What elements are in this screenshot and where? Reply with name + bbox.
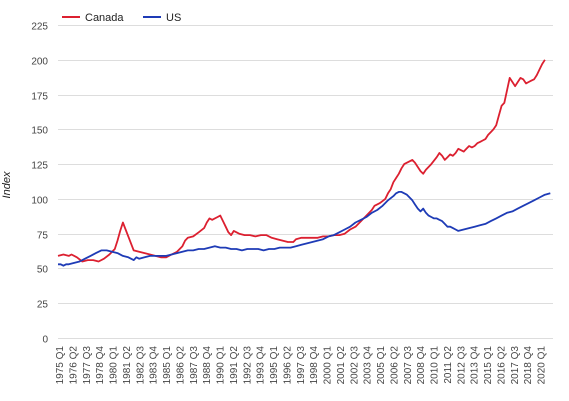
x-tick-label: 1987 Q3: [189, 346, 200, 385]
y-tick-label: 75: [37, 231, 49, 242]
legend-label: Canada: [85, 12, 124, 24]
x-tick-label: 1993 Q4: [256, 346, 267, 385]
y-axis-ticks: 0 25 50 75 100 125 150 175 200 225: [31, 22, 48, 346]
legend-item-canada[interactable]: Canada: [62, 12, 124, 24]
y-tick-label: 175: [31, 92, 48, 103]
x-tick-label: 1998 Q4: [309, 346, 320, 385]
y-tick-label: 200: [31, 57, 48, 68]
x-tick-label: 1996 Q2: [282, 346, 293, 385]
x-tick-label: 1995 Q1: [269, 346, 280, 385]
x-tick-label: 1988 Q4: [202, 346, 213, 385]
x-tick-label: 2011 Q2: [443, 346, 454, 384]
x-tick-label: 2015 Q1: [483, 346, 494, 385]
x-tick-label: 1982 Q3: [135, 346, 146, 385]
legend-label: US: [166, 12, 181, 24]
gridlines: [58, 25, 553, 339]
x-tick-label: 2002 Q3: [349, 346, 360, 385]
legend-item-us[interactable]: US: [143, 12, 181, 24]
y-tick-label: 100: [31, 196, 48, 207]
y-axis-title: Index: [1, 171, 13, 198]
x-tick-label: 2007 Q3: [403, 346, 414, 385]
y-tick-label: 125: [31, 161, 48, 172]
x-tick-label: 1978 Q4: [95, 346, 106, 385]
y-tick-label: 25: [37, 300, 49, 311]
x-axis-ticks: 1975 Q1 1976 Q2 1977 Q3 1978 Q4 1980 Q1 1981 …: [55, 346, 548, 385]
x-tick-label: 1977 Q3: [82, 346, 93, 385]
series-line-us: [58, 191, 551, 267]
x-tick-label: 2008 Q4: [416, 346, 427, 385]
x-tick-label: 1983 Q4: [149, 346, 160, 385]
y-tick-label: 50: [37, 265, 49, 276]
x-tick-label: 2001 Q2: [336, 346, 347, 385]
x-tick-label: 1976 Q2: [68, 346, 79, 385]
x-tick-label: 1980 Q1: [109, 346, 120, 385]
series-line-canada: [57, 59, 546, 263]
x-tick-label: 1986 Q2: [175, 346, 186, 385]
x-tick-label: 1985 Q1: [162, 346, 173, 385]
x-tick-label: 1981 Q2: [122, 346, 133, 385]
x-tick-label: 1990 Q1: [216, 346, 227, 385]
series-lines: [57, 59, 551, 267]
x-tick-label: 1975 Q1: [55, 346, 66, 385]
x-tick-label: 2003 Q4: [363, 346, 374, 385]
y-tick-label: 150: [31, 126, 48, 137]
x-tick-label: 2013 Q4: [470, 346, 481, 385]
x-tick-label: 2005 Q1: [376, 346, 387, 385]
x-tick-label: 2017 Q3: [510, 346, 521, 385]
x-tick-label: 1992 Q3: [242, 346, 253, 385]
x-tick-label: 2010 Q1: [430, 346, 441, 385]
y-tick-label: 0: [42, 335, 48, 346]
x-tick-label: 2018 Q4: [523, 346, 534, 385]
x-tick-label: 2020 Q1: [537, 346, 548, 385]
x-tick-label: 2012 Q3: [456, 346, 467, 385]
legend[interactable]: Canada US: [62, 12, 181, 24]
x-tick-label: 2000 Q1: [323, 346, 334, 385]
x-tick-label: 2016 Q2: [497, 346, 508, 385]
x-tick-label: 1991 Q2: [229, 346, 240, 385]
x-tick-label: 2006 Q2: [390, 346, 401, 385]
x-tick-label: 1997 Q3: [296, 346, 307, 385]
y-tick-label: 225: [31, 22, 48, 33]
